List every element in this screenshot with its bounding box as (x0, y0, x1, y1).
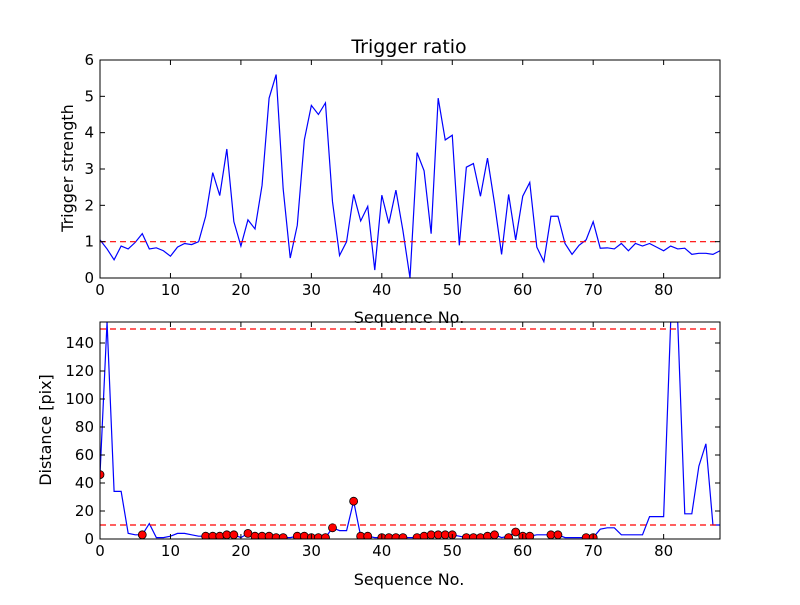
data-point (229, 530, 239, 539)
y-tick-label: 60 (75, 446, 94, 464)
plot-area (100, 322, 720, 539)
data-point (328, 523, 337, 533)
x-tick-label: 50 (443, 542, 462, 560)
y-tick-label: 3 (84, 160, 94, 178)
data-point (363, 531, 373, 539)
x-tick-label: 70 (584, 281, 603, 299)
x-tick-label: 80 (654, 542, 673, 560)
series-line (100, 74, 720, 278)
x-tick-label: 30 (302, 542, 321, 560)
x-tick-label: 40 (372, 542, 391, 560)
data-point (511, 527, 521, 537)
y-axis-title: Trigger strength (58, 104, 77, 233)
data-point (525, 531, 535, 539)
y-tick-label: 80 (75, 418, 94, 436)
y-tick-label: 20 (75, 502, 94, 520)
x-axis-title: Sequence No. (354, 308, 465, 327)
y-tick-label: 0 (84, 269, 94, 287)
data-point (321, 533, 330, 539)
x-tick-label: 10 (161, 542, 180, 560)
data-point (504, 533, 514, 539)
data-point (100, 470, 105, 479)
x-tick-label: 80 (654, 281, 673, 299)
plot-area (100, 74, 720, 278)
y-axis-title: Distance [pix] (36, 374, 55, 486)
y-tick-label: 4 (84, 124, 94, 142)
data-point (398, 533, 408, 539)
x-tick-label: 40 (372, 281, 391, 299)
data-point (490, 530, 499, 539)
x-tick-label: 10 (161, 281, 180, 299)
x-tick-label: 0 (95, 542, 105, 560)
x-axis-title: Sequence No. (354, 570, 465, 589)
axes-frame (99, 321, 721, 540)
x-tick-label: 60 (513, 281, 532, 299)
y-tick-label: 2 (84, 196, 94, 214)
x-tick-label: 30 (302, 281, 321, 299)
x-tick-label: 20 (231, 281, 250, 299)
x-tick-label: 0 (95, 281, 105, 299)
y-tick-label: 5 (84, 87, 94, 105)
x-tick-label: 20 (231, 542, 250, 560)
distance-chart: Distance [pix] Sequence No. 0 10 20 30 40 50 6… (36, 321, 721, 589)
data-point (137, 530, 147, 539)
y-tick-label: 40 (75, 474, 94, 492)
x-tick-label: 50 (443, 281, 462, 299)
x-tick-label: 70 (584, 542, 603, 560)
y-tick-label: 100 (65, 390, 94, 408)
data-point (278, 533, 288, 539)
y-tick-label: 120 (65, 362, 94, 380)
data-point (553, 530, 563, 539)
y-tick-label: 140 (65, 334, 94, 352)
y-tick-label: 6 (84, 51, 94, 69)
y-tick-label: 0 (84, 530, 94, 548)
data-point (349, 496, 359, 506)
x-tick-label: 60 (513, 542, 532, 560)
y-tick-label: 1 (84, 233, 94, 251)
chart-title: Trigger ratio (350, 36, 466, 58)
